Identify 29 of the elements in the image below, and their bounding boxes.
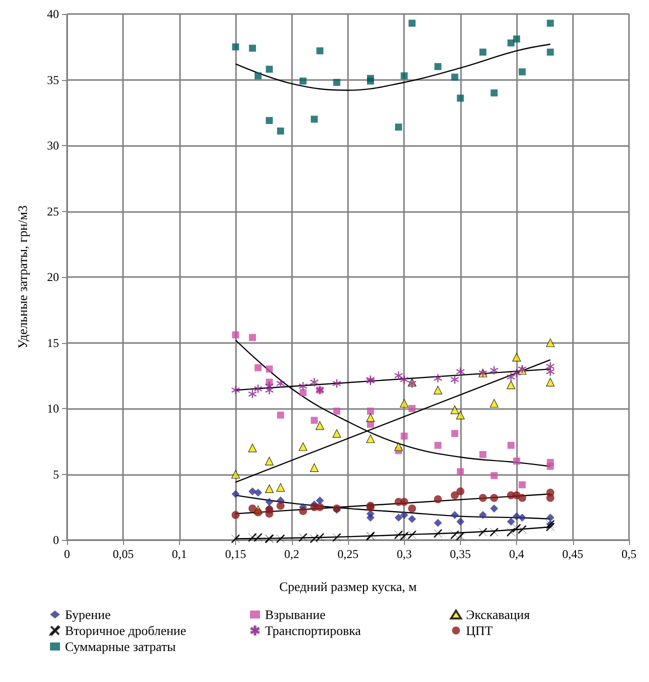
x-tick-label: 0,4 (509, 547, 524, 561)
legend-label: Бурение (65, 607, 111, 622)
x-tick-label: 0,5 (622, 547, 636, 561)
x-axis-title: Средний размер куска, м (279, 579, 417, 594)
x-tick-label: 0,15 (225, 547, 246, 561)
y-tick-label: 30 (47, 138, 59, 152)
y-tick-label: 25 (47, 204, 59, 218)
y-tick-label: 0 (53, 533, 59, 547)
y-axis-title: Удельные затраты, грн/м3 (15, 205, 30, 349)
legend-label: Транспортировка (265, 623, 362, 638)
y-tick-label: 10 (47, 402, 59, 416)
x-tick-label: 0,2 (284, 547, 300, 561)
x-tick-label: 0 (64, 547, 70, 561)
x-tick-label: 0,25 (338, 547, 358, 561)
x-tick-label: 0,35 (450, 547, 471, 561)
x-tick-label: 0,05 (112, 547, 134, 561)
legend-label: Экскавация (466, 607, 530, 622)
y-tick-label: 15 (47, 336, 59, 350)
x-tick-label: 0,1 (172, 547, 187, 561)
y-tick-label: 35 (47, 72, 59, 87)
legend-label: Вторичное дробление (65, 623, 186, 638)
y-tick-label: 5 (53, 467, 59, 482)
legend-label: Взрывание (265, 607, 326, 622)
x-tick-label: 0,45 (562, 547, 584, 561)
x-tick-label: 0,3 (396, 547, 412, 561)
legend-label: Суммарные затраты (65, 639, 176, 654)
legend-label: ЦПТ (466, 623, 493, 638)
y-tick-label: 40 (47, 7, 59, 21)
y-tick-label: 20 (47, 270, 59, 284)
